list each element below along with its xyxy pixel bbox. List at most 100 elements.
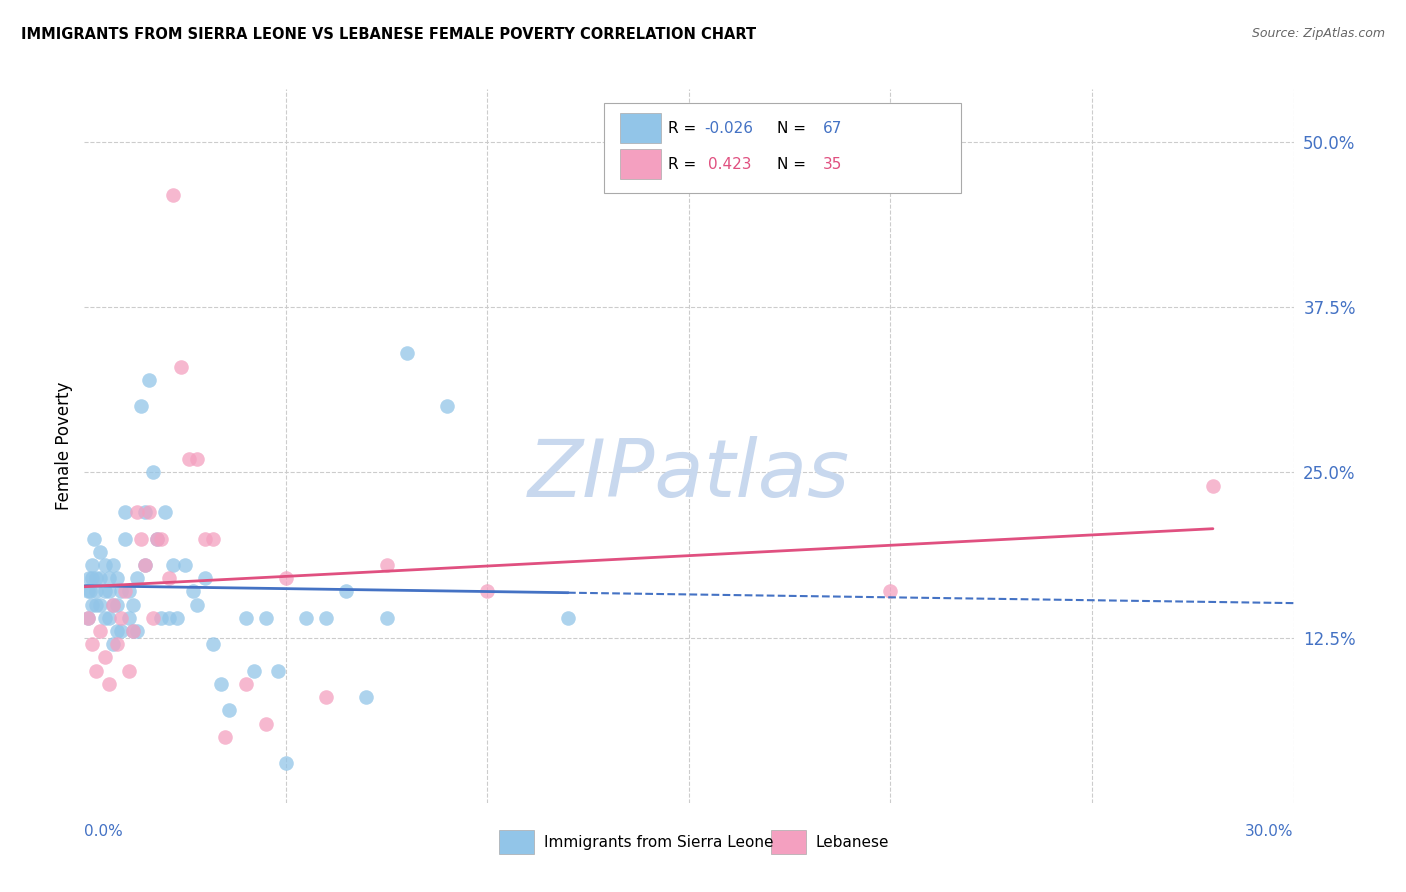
Point [114,532,136,546]
Point [125,624,148,638]
Point [97,677,120,691]
Point [125,571,148,585]
Point [101,558,124,572]
Point [83,532,105,546]
Point [93,611,115,625]
Text: Source: ZipAtlas.com: Source: ZipAtlas.com [1251,27,1385,40]
Point [166,611,188,625]
Point [1202,478,1225,492]
Text: N =: N = [778,121,811,136]
Point [129,532,152,546]
FancyBboxPatch shape [620,149,661,179]
Point [105,571,128,585]
Point [82,598,104,612]
Point [186,452,208,467]
Point [436,400,458,414]
Point [218,703,240,717]
Point [315,690,337,704]
Point [235,677,257,691]
Point [97,584,120,599]
Point [110,584,132,599]
Point [118,584,141,599]
Point [97,611,120,625]
Point [121,624,143,638]
Point [77,611,100,625]
Point [138,373,160,387]
Point [129,400,152,414]
Text: 30.0%: 30.0% [1246,824,1294,839]
Point [134,558,156,572]
Point [146,532,169,546]
Point [93,650,115,665]
Point [101,598,124,612]
Point [194,532,217,546]
Point [114,505,136,519]
Text: 0.0%: 0.0% [84,824,124,839]
Point [267,664,290,678]
Point [105,624,128,638]
Point [138,505,160,519]
Point [254,716,277,731]
Point [77,571,100,585]
Point [186,598,208,612]
Point [114,584,136,599]
Point [146,532,169,546]
Point [142,466,165,480]
Point [86,584,108,599]
Point [179,452,201,467]
Point [395,346,418,360]
Point [89,624,111,638]
Point [82,637,104,651]
Point [153,505,176,519]
Point [879,584,901,599]
FancyBboxPatch shape [499,830,534,855]
Point [86,571,108,585]
FancyBboxPatch shape [605,103,962,193]
Point [110,611,132,625]
Point [142,611,165,625]
Point [181,584,204,599]
Point [170,359,193,374]
Text: 0.423: 0.423 [709,157,752,171]
Text: R =: R = [668,157,706,171]
Point [162,188,184,202]
Text: Lebanese: Lebanese [815,835,890,849]
Point [89,571,111,585]
Point [86,664,108,678]
Point [242,664,264,678]
Point [375,611,398,625]
Point [174,558,197,572]
Point [89,545,111,559]
Text: -0.026: -0.026 [704,121,754,136]
Point [194,571,217,585]
Point [356,690,378,704]
Point [82,558,104,572]
Text: ZIPatlas: ZIPatlas [527,435,851,514]
Text: R =: R = [668,121,702,136]
FancyBboxPatch shape [620,113,661,144]
Point [76,584,98,599]
Point [105,598,128,612]
Point [315,611,337,625]
Text: 35: 35 [823,157,842,171]
Text: 67: 67 [823,121,842,136]
Point [82,571,104,585]
Point [202,532,225,546]
Point [295,611,318,625]
Point [157,611,180,625]
Point [162,558,184,572]
Point [89,598,111,612]
Point [105,637,128,651]
Point [134,505,156,519]
Text: N =: N = [778,157,811,171]
Point [125,505,148,519]
Point [335,584,357,599]
Y-axis label: Female Poverty: Female Poverty [55,382,73,510]
Point [202,637,225,651]
Point [209,677,232,691]
Point [121,624,143,638]
Point [101,598,124,612]
Point [77,611,100,625]
Point [134,558,156,572]
Text: Immigrants from Sierra Leone: Immigrants from Sierra Leone [544,835,773,849]
